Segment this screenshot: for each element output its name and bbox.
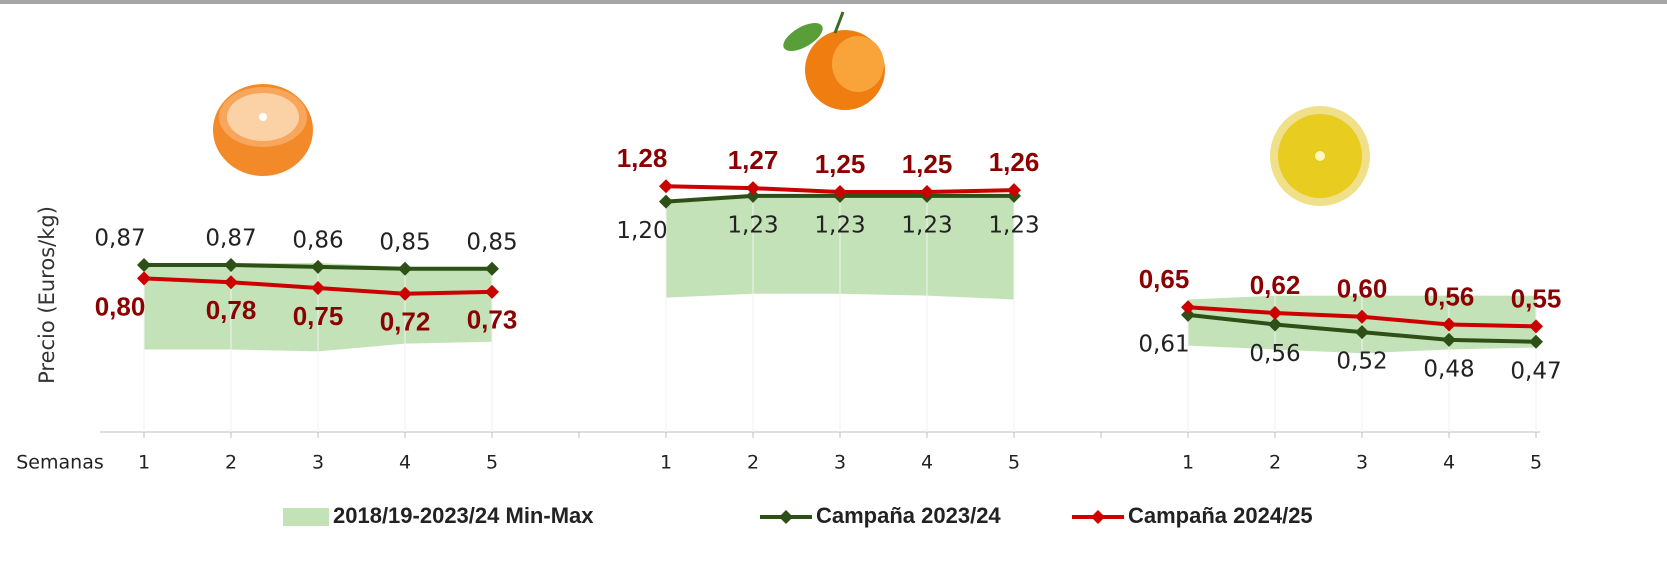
plot: 1 2 3 4 5 1 2 3 4 5 1 2 3 4 5 0,87 0,87 0,86 0,85 0,85 1,20 1… bbox=[94, 143, 1561, 473]
data-label: 1,27 bbox=[728, 145, 779, 175]
marker bbox=[224, 257, 238, 272]
marker bbox=[746, 181, 760, 196]
legend-marker bbox=[1091, 510, 1105, 524]
lemon-icon bbox=[1270, 106, 1370, 206]
data-label: 1,23 bbox=[727, 212, 778, 238]
data-label: 1,25 bbox=[815, 149, 866, 179]
marker bbox=[137, 271, 151, 286]
data-label: 0,85 bbox=[379, 229, 430, 255]
marker bbox=[311, 281, 325, 295]
data-label: 0,85 bbox=[466, 229, 517, 255]
x-tick-label: 5 bbox=[486, 452, 498, 474]
data-label: 0,56 bbox=[1249, 341, 1300, 367]
marker bbox=[1529, 334, 1543, 349]
marker bbox=[920, 185, 934, 199]
x-tick-label: 3 bbox=[1356, 452, 1368, 474]
x-axis-label: Semanas bbox=[16, 452, 104, 474]
data-label: 1,23 bbox=[814, 212, 865, 238]
top-border bbox=[0, 0, 1667, 4]
marker bbox=[137, 257, 151, 272]
x-tick-label: 1 bbox=[138, 452, 150, 474]
marker bbox=[224, 275, 238, 290]
legend-label: Campaña 2023/24 bbox=[816, 503, 1001, 528]
data-label: 0,73 bbox=[467, 305, 518, 335]
x-tick-label: 4 bbox=[399, 452, 411, 474]
x-tick-label: 2 bbox=[1269, 452, 1281, 474]
marker bbox=[1181, 300, 1195, 315]
data-label: 0,56 bbox=[1424, 281, 1475, 311]
x-tick-label: 4 bbox=[1443, 452, 1455, 474]
legend: 2018/19-2023/24 Min-Max Campaña 2023/24 Ca… bbox=[283, 503, 1313, 528]
data-label: 1,20 bbox=[616, 218, 667, 244]
data-label: 0,55 bbox=[1511, 283, 1562, 313]
data-label: 1,23 bbox=[988, 212, 1039, 238]
data-label: 0,80 bbox=[95, 291, 146, 321]
x-tick-label: 3 bbox=[312, 452, 324, 474]
data-label: 1,26 bbox=[989, 147, 1040, 177]
marker bbox=[1442, 317, 1456, 332]
data-label: 0,52 bbox=[1336, 349, 1387, 375]
data-label: 0,87 bbox=[205, 225, 256, 251]
data-label: 0,61 bbox=[1138, 331, 1189, 357]
data-label: 0,47 bbox=[1510, 358, 1561, 384]
marker bbox=[1181, 307, 1195, 322]
marker bbox=[485, 261, 499, 276]
legend-label: 2018/19-2023/24 Min-Max bbox=[333, 503, 594, 528]
marker bbox=[1355, 325, 1369, 340]
data-label: 1,23 bbox=[901, 212, 952, 238]
marker bbox=[659, 194, 673, 209]
x-tick-label: 1 bbox=[1182, 452, 1194, 474]
marker bbox=[398, 261, 412, 276]
x-tick-label: 4 bbox=[921, 452, 933, 474]
x-tick-label: 5 bbox=[1008, 452, 1020, 474]
orange-icon bbox=[213, 84, 313, 176]
data-label: 0,60 bbox=[1337, 274, 1388, 304]
data-label: 0,75 bbox=[293, 301, 344, 331]
marker bbox=[746, 188, 760, 203]
marker bbox=[485, 284, 499, 299]
data-label: 0,72 bbox=[380, 307, 431, 337]
marker bbox=[659, 179, 673, 194]
legend-label: Campaña 2024/25 bbox=[1128, 503, 1313, 528]
data-label: 1,28 bbox=[617, 143, 668, 173]
data-label: 1,25 bbox=[902, 149, 953, 179]
marker bbox=[1529, 319, 1543, 334]
mandarin-icon bbox=[783, 11, 885, 110]
x-tick-label: 3 bbox=[834, 452, 846, 474]
marker bbox=[1442, 332, 1456, 347]
data-label: 0,48 bbox=[1423, 356, 1474, 382]
legend-swatch bbox=[283, 508, 329, 526]
x-tick-label: 1 bbox=[660, 452, 672, 474]
marker bbox=[1355, 309, 1369, 324]
x-tick-label: 2 bbox=[225, 452, 237, 474]
marker bbox=[1007, 183, 1021, 198]
marker bbox=[398, 286, 412, 301]
data-label: 0,87 bbox=[94, 225, 145, 251]
data-label: 0,86 bbox=[292, 227, 343, 253]
x-tick-label: 5 bbox=[1530, 452, 1542, 474]
marker bbox=[311, 259, 325, 274]
data-label: 0,65 bbox=[1139, 264, 1190, 294]
marker bbox=[833, 185, 847, 199]
marker bbox=[1268, 317, 1282, 332]
data-label: 0,78 bbox=[206, 295, 257, 325]
legend-marker bbox=[779, 510, 793, 524]
marker bbox=[1268, 305, 1282, 320]
y-axis-label: Precio (Euros/kg) bbox=[35, 206, 59, 384]
x-tick-label: 2 bbox=[747, 452, 759, 474]
data-label: 0,62 bbox=[1250, 270, 1301, 300]
